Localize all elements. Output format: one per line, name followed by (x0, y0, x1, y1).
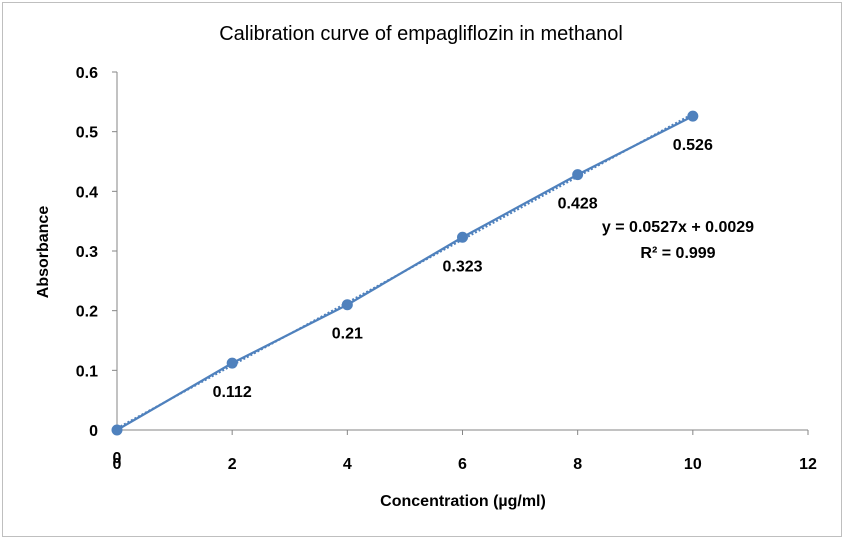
data-label: 0 (113, 450, 122, 467)
x-tick-label: 6 (458, 456, 467, 473)
x-tick-label: 8 (573, 456, 582, 473)
data-point (572, 169, 584, 181)
data-point (687, 110, 699, 122)
data-label: 0.428 (558, 196, 598, 213)
x-axis-title: Concentration (µg/ml) (380, 493, 546, 510)
data-point (457, 231, 468, 243)
tick-labels: 0 0.1 0.2 0.3 0.4 0.5 0.6 0 2 4 6 8 10 12 (76, 65, 817, 473)
data-point (111, 424, 123, 436)
data-point (226, 357, 238, 369)
data-labels: 0 0.112 0.21 0.323 0.428 0.526 (113, 137, 713, 467)
y-axis-title: Absorbance (35, 206, 52, 299)
x-tick-label: 4 (343, 456, 352, 473)
y-tick-label: 0.4 (76, 184, 98, 201)
data-point (341, 299, 353, 311)
x-tick-label: 2 (228, 456, 237, 473)
y-tick-label: 0.5 (76, 125, 98, 142)
x-tick-label: 10 (684, 456, 702, 473)
y-tick-label: 0 (89, 423, 98, 440)
data-label: 0.323 (442, 258, 482, 275)
x-tick-label: 0 (113, 456, 122, 473)
trendline-r-squared: R² = 0.999 (640, 245, 715, 262)
y-tick-label: 0.3 (76, 244, 98, 261)
y-tick-label: 0.6 (76, 65, 98, 82)
data-label: 0.112 (213, 384, 252, 401)
x-tick-label: 12 (799, 456, 817, 473)
y-tick-label: 0.2 (76, 304, 98, 321)
data-label: 0.526 (673, 137, 713, 154)
chart-title: Calibration curve of empagliflozin in me… (219, 23, 623, 45)
series-line (116, 115, 694, 431)
trendline-equation: y = 0.0527x + 0.0029 (602, 219, 754, 236)
data-label: 0.21 (332, 326, 363, 343)
data-series (111, 110, 699, 436)
y-tick-label: 0.1 (76, 363, 98, 380)
